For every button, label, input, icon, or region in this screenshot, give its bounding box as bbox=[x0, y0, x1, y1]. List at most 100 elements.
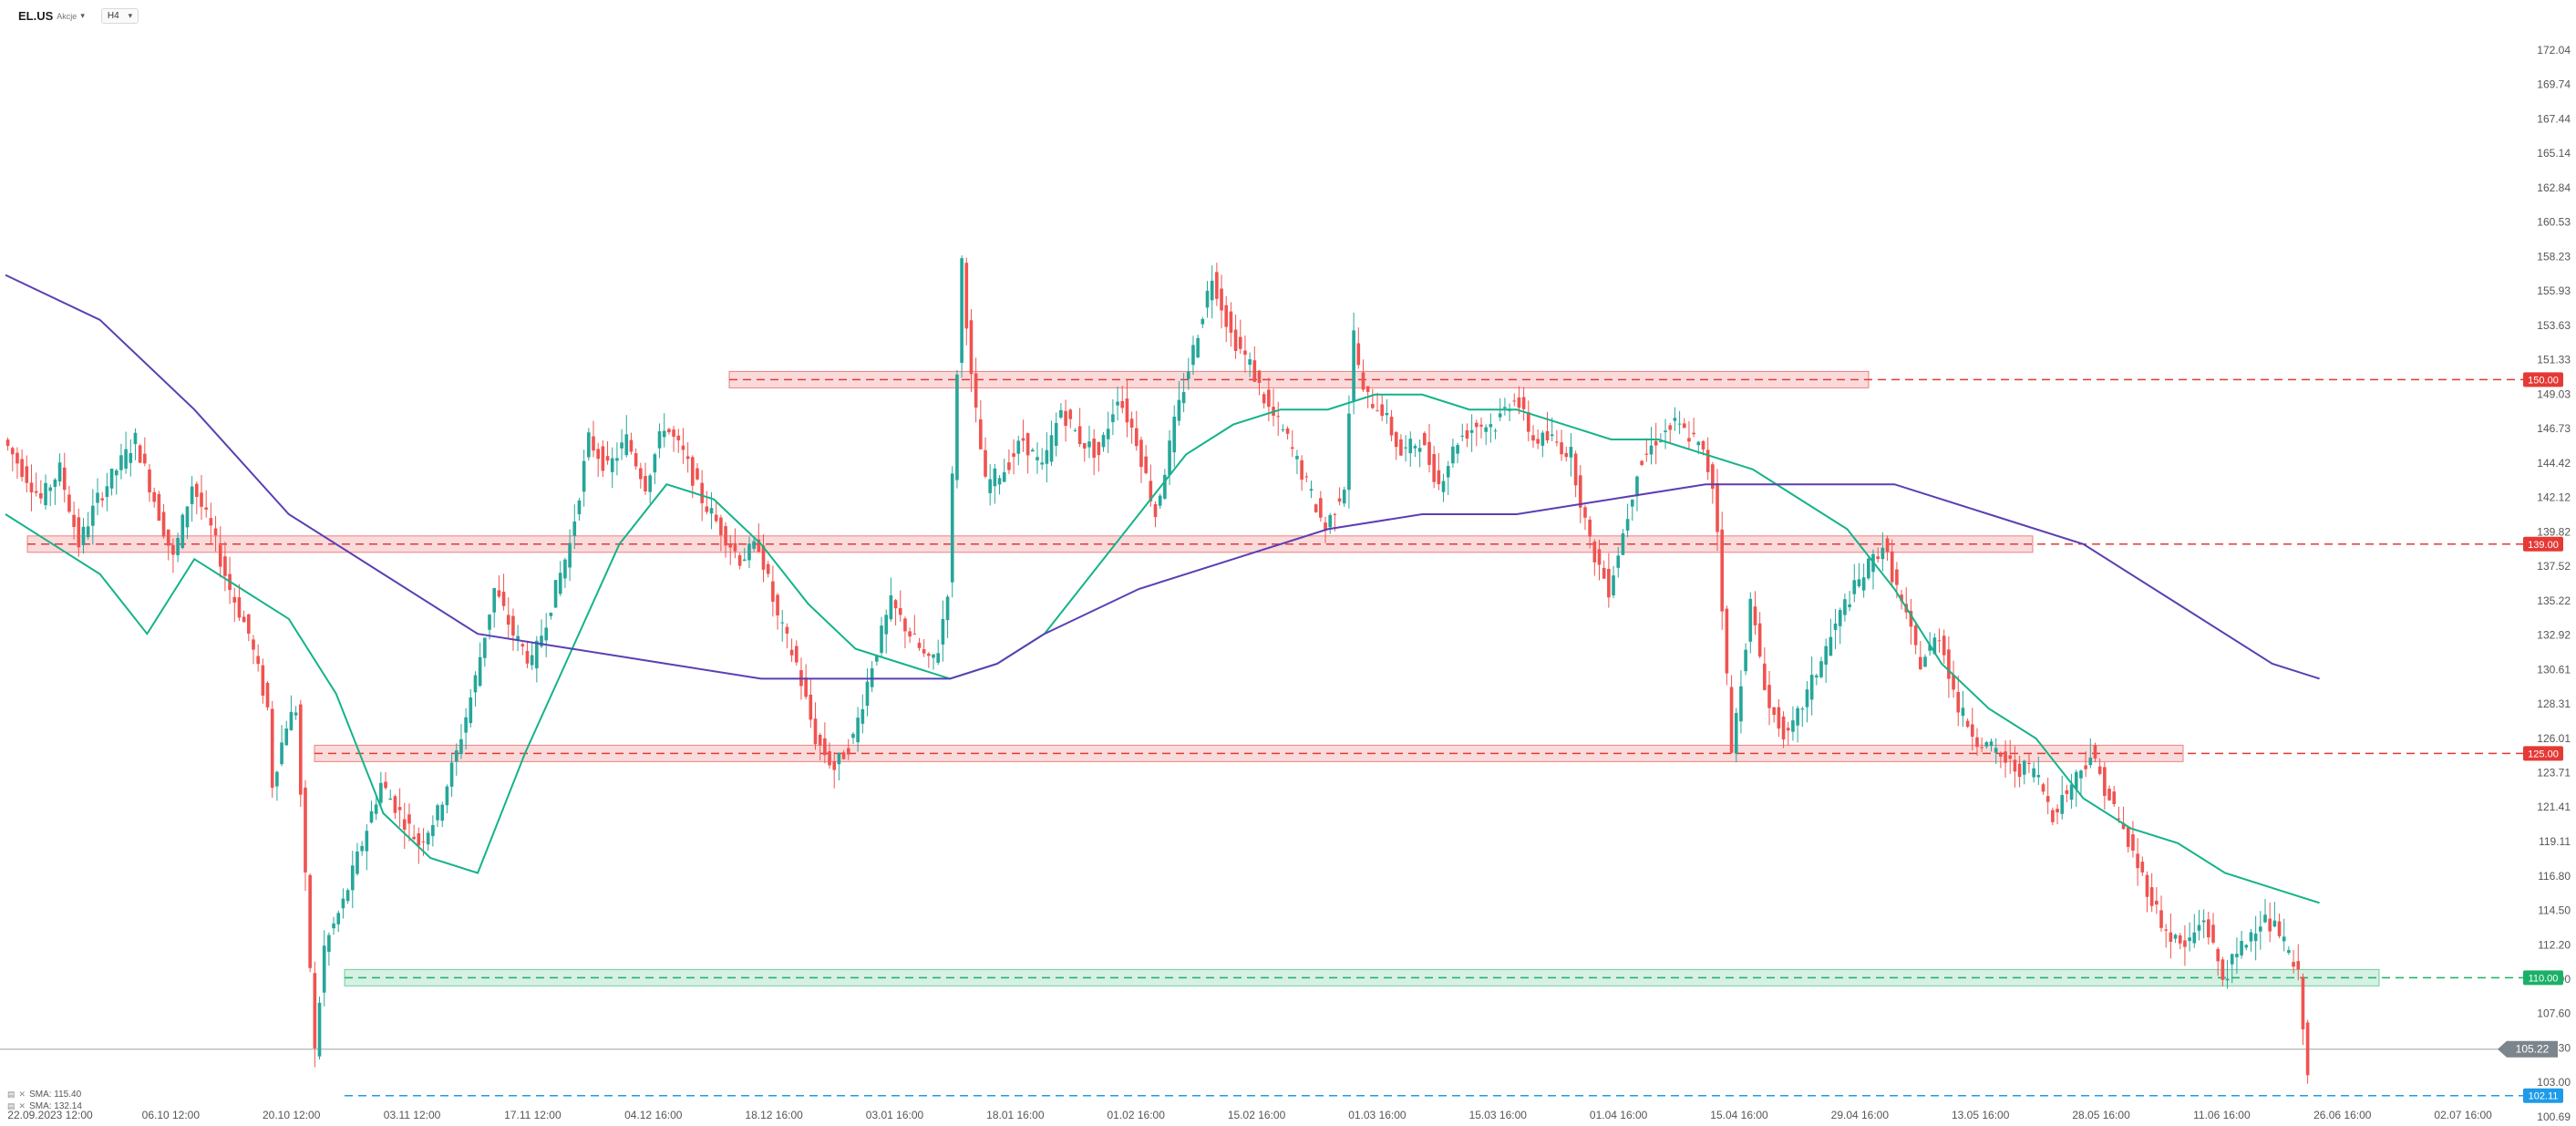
candle-body bbox=[1705, 449, 1710, 472]
candle-body bbox=[1469, 429, 1474, 433]
candle-body bbox=[1937, 640, 1942, 642]
x-tick-label: 11.06 16:00 bbox=[2193, 1109, 2251, 1121]
candle-body bbox=[1720, 529, 1725, 612]
candle-body bbox=[1333, 513, 1337, 515]
candle-body bbox=[610, 458, 614, 472]
candle-body bbox=[2013, 759, 2017, 772]
candle-body bbox=[124, 449, 128, 469]
candle-body bbox=[988, 479, 993, 493]
candle-body bbox=[1474, 422, 1479, 428]
candle-body bbox=[369, 811, 374, 823]
candle-body bbox=[492, 588, 497, 613]
timeframe-select[interactable]: H4 ▾ bbox=[100, 8, 139, 24]
candle-body bbox=[2140, 862, 2145, 873]
candle-body bbox=[809, 694, 813, 720]
candle-body bbox=[1016, 440, 1021, 454]
candle-body bbox=[2069, 784, 2074, 801]
candle-body bbox=[365, 831, 369, 852]
candle-body bbox=[648, 475, 652, 492]
candle-body bbox=[2296, 961, 2301, 970]
candle-body bbox=[1664, 430, 1667, 432]
candle-body bbox=[1394, 432, 1398, 448]
candle-body bbox=[917, 643, 922, 648]
candle-body bbox=[690, 457, 695, 486]
close-icon: ✕ bbox=[18, 1090, 26, 1099]
candle-body bbox=[67, 494, 71, 512]
candle-body bbox=[737, 555, 742, 566]
legend-label: SMA: 132.14 bbox=[29, 1101, 82, 1111]
levels bbox=[26, 370, 2523, 1097]
candle-body bbox=[2065, 790, 2069, 794]
candle-body bbox=[1777, 707, 1781, 729]
candle-body bbox=[2197, 925, 2201, 931]
symbol-select[interactable]: EL.US Akcje ▾ bbox=[13, 7, 90, 25]
candle-body bbox=[2292, 962, 2295, 967]
candle-body bbox=[148, 469, 151, 493]
candle-body bbox=[776, 594, 779, 615]
candle-body bbox=[922, 649, 926, 654]
candle-body bbox=[1890, 551, 1894, 583]
legend-item-sma-slow[interactable]: ▤ ✕ SMA: 132.14 bbox=[7, 1100, 82, 1112]
candle-body bbox=[1800, 708, 1805, 710]
candle-body bbox=[1640, 460, 1643, 465]
candle-body bbox=[1843, 599, 1847, 615]
candle-body bbox=[969, 320, 974, 375]
y-tick-label: 137.52 bbox=[2537, 560, 2571, 573]
legend-item-sma-fast[interactable]: ▤ ✕ SMA: 115.40 bbox=[7, 1089, 82, 1100]
candle-body bbox=[1205, 290, 1210, 308]
candle-body bbox=[138, 445, 142, 463]
candle-body bbox=[1531, 435, 1535, 441]
y-tick-label: 155.93 bbox=[2537, 284, 2571, 297]
candle-body bbox=[747, 543, 751, 561]
candle-body bbox=[379, 782, 383, 803]
candle-body bbox=[213, 528, 218, 536]
candle-body bbox=[974, 373, 978, 408]
candle-body bbox=[114, 470, 118, 476]
candle-body bbox=[190, 486, 194, 504]
level-tag-label: 102.11 bbox=[2529, 1091, 2559, 1102]
candle-body bbox=[1772, 707, 1777, 716]
candle-body bbox=[2263, 914, 2267, 923]
candle-body bbox=[1243, 350, 1247, 356]
candle-body bbox=[1956, 691, 1961, 713]
candle-body bbox=[932, 654, 935, 658]
candle-body bbox=[1521, 397, 1526, 409]
candle-body bbox=[577, 500, 582, 515]
candle-body bbox=[1952, 675, 1955, 690]
x-tick-label: 01.04 16:00 bbox=[1590, 1109, 1648, 1121]
candle-body bbox=[653, 454, 657, 473]
candle-body bbox=[2159, 910, 2163, 928]
candle-body bbox=[1734, 712, 1738, 754]
candle-body bbox=[2230, 954, 2234, 965]
candle-body bbox=[81, 526, 86, 545]
candle-body bbox=[563, 559, 567, 579]
candle-body bbox=[1139, 439, 1143, 468]
candle-body bbox=[1129, 418, 1134, 428]
candle-body bbox=[1451, 446, 1455, 464]
candle-body bbox=[1252, 360, 1257, 382]
candle-body bbox=[1932, 637, 1937, 655]
candle-body bbox=[397, 807, 402, 811]
candle-body bbox=[875, 655, 879, 662]
x-tick-label: 13.05 16:00 bbox=[1952, 1109, 2010, 1121]
candle-body bbox=[1281, 429, 1285, 430]
y-tick-label: 144.42 bbox=[2537, 457, 2571, 470]
candle-body bbox=[1404, 447, 1407, 449]
candle-body bbox=[596, 449, 600, 460]
candle-body bbox=[332, 923, 335, 929]
candle-body bbox=[979, 418, 983, 449]
candle-body bbox=[2221, 959, 2225, 980]
candle-body bbox=[1082, 443, 1087, 449]
candle-body bbox=[2079, 770, 2083, 779]
candle-body bbox=[242, 616, 246, 623]
candle-body bbox=[1696, 441, 1701, 446]
candle-body bbox=[1309, 489, 1314, 491]
candle-body bbox=[1607, 568, 1611, 598]
candle-body bbox=[889, 594, 893, 620]
candle-body bbox=[601, 446, 605, 471]
candle-body bbox=[2136, 853, 2139, 869]
candle-body bbox=[1536, 439, 1540, 444]
candle-body bbox=[289, 711, 294, 730]
candle-body bbox=[1031, 449, 1035, 452]
